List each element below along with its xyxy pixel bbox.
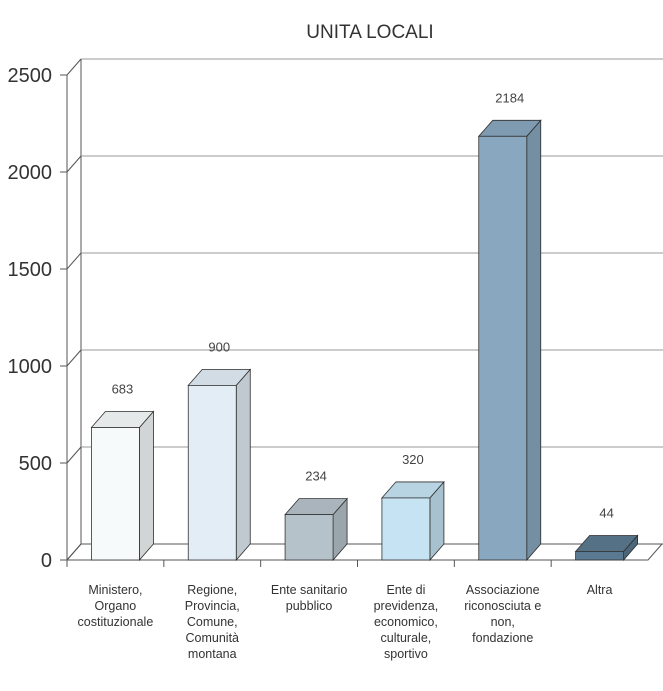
bar [284, 514, 334, 561]
y-tick-label: 2000 [8, 162, 53, 184]
value-label: 683 [112, 381, 134, 396]
depth-line [66, 252, 82, 270]
x-tick-label: Ente sanitario pubblico [270, 583, 348, 613]
bar [575, 551, 624, 561]
x-tick-label: Altra [586, 583, 613, 597]
value-label: 234 [305, 469, 327, 484]
bar [478, 135, 528, 561]
y-tick-label: 500 [19, 453, 52, 475]
x-tick-label: Regione, Provincia, Comune, Comunità mon… [184, 583, 240, 661]
bar-side [139, 410, 154, 562]
x-tick-label: Ente di previdenza, economico, culturale… [373, 583, 439, 661]
bar [91, 427, 140, 561]
depth-line [66, 155, 82, 173]
value-label: 44 [599, 505, 613, 520]
x-tick-label: Associazione riconosciuta e non, fondazi… [464, 583, 542, 645]
value-label: 2184 [495, 90, 524, 105]
x-tick-label: Ministero, Organo costituzionale [77, 583, 154, 629]
depth-line [66, 446, 82, 464]
bar-side [526, 119, 542, 562]
y-tick-label: 1500 [8, 259, 53, 281]
value-label: 900 [208, 339, 230, 354]
y-tick-label: 2500 [8, 65, 53, 87]
depth-line [66, 349, 82, 367]
bar [187, 384, 237, 561]
value-label: 320 [402, 452, 424, 467]
floor [65, 543, 663, 561]
y-tick-label: 0 [41, 550, 52, 572]
y-tick-label: 1000 [8, 356, 53, 378]
depth-line [66, 58, 82, 76]
chart-title: UNITA LOCALI [306, 22, 433, 43]
bar [381, 497, 431, 561]
bar-side [235, 368, 251, 562]
